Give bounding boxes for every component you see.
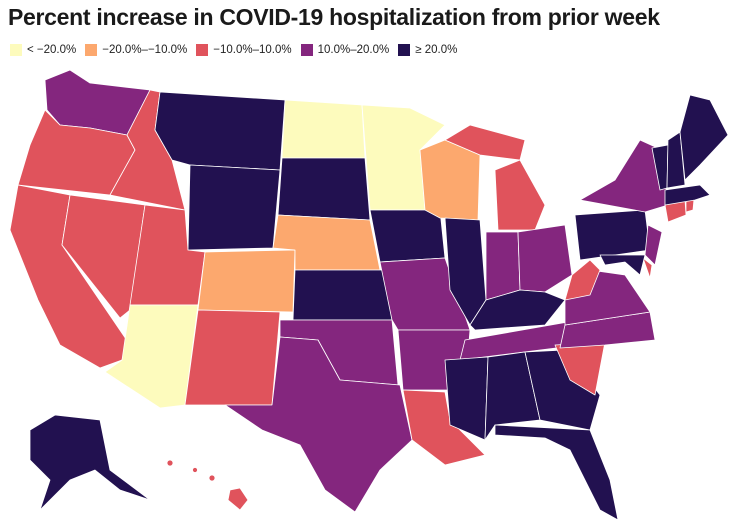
legend-item-neg10-pos10[interactable]: −10.0%–10.0% [196,44,292,56]
state-kansas[interactable] [292,269,393,321]
legend: < −20.0% −20.0%–−10.0% −10.0%–10.0% 10.0… [10,42,466,58]
state-indiana[interactable] [485,231,521,301]
legend-swatch [10,44,22,56]
state-delaware[interactable] [642,257,653,279]
state-nevada[interactable] [61,194,146,319]
state-michigan-upper[interactable] [444,124,526,161]
state-texas[interactable] [224,336,413,513]
state-north-dakota[interactable] [281,99,366,159]
state-new-jersey[interactable] [644,224,663,266]
state-hawaii[interactable] [227,487,249,511]
legend-swatch [196,44,209,56]
state-florida[interactable] [494,424,619,521]
state-alabama[interactable] [484,351,541,441]
legend-swatch [300,44,313,56]
state-iowa[interactable] [369,209,446,263]
legend-item-neg20-neg10[interactable]: −20.0%–−10.0% [85,44,187,56]
state-louisiana[interactable] [402,389,486,466]
state-massachusetts[interactable] [664,184,711,206]
state-wisconsin[interactable] [419,139,481,221]
state-alaska[interactable] [29,414,151,511]
state-hawaii-islet[interactable] [192,467,198,473]
state-arizona[interactable] [104,304,199,409]
legend-label: 10.0%–20.0% [317,44,390,56]
state-colorado[interactable] [197,249,296,313]
legend-label: ≥ 20.0% [415,44,458,56]
state-maine[interactable] [679,94,729,181]
state-maryland[interactable] [599,254,646,276]
legend-item-lt-neg20[interactable]: < −20.0% [10,44,76,56]
state-kentucky[interactable] [469,289,566,331]
state-ohio[interactable] [517,224,573,293]
state-wyoming[interactable] [187,164,281,251]
legend-label: −10.0%–10.0% [213,44,292,56]
state-new-mexico[interactable] [184,309,281,406]
state-pennsylvania[interactable] [574,209,651,261]
state-michigan-lower[interactable] [494,159,546,231]
legend-swatch [85,44,98,56]
state-south-dakota[interactable] [277,157,371,221]
state-hawaii-islet[interactable] [208,474,216,482]
state-new-hampshire[interactable] [666,131,686,189]
state-montana[interactable] [154,91,286,171]
legend-label: −20.0%–−10.0% [102,44,188,56]
legend-swatch [398,44,411,56]
legend-item-gte20[interactable]: ≥ 20.0% [398,44,457,56]
map-title: Percent increase in COVID-19 hospitaliza… [8,4,660,30]
legend-item-pos10-pos20[interactable]: 10.0%–20.0% [300,44,390,56]
state-hawaii-islet[interactable] [166,459,174,467]
legend-label: < −20.0% [27,44,77,56]
state-west-virginia[interactable] [564,259,601,301]
